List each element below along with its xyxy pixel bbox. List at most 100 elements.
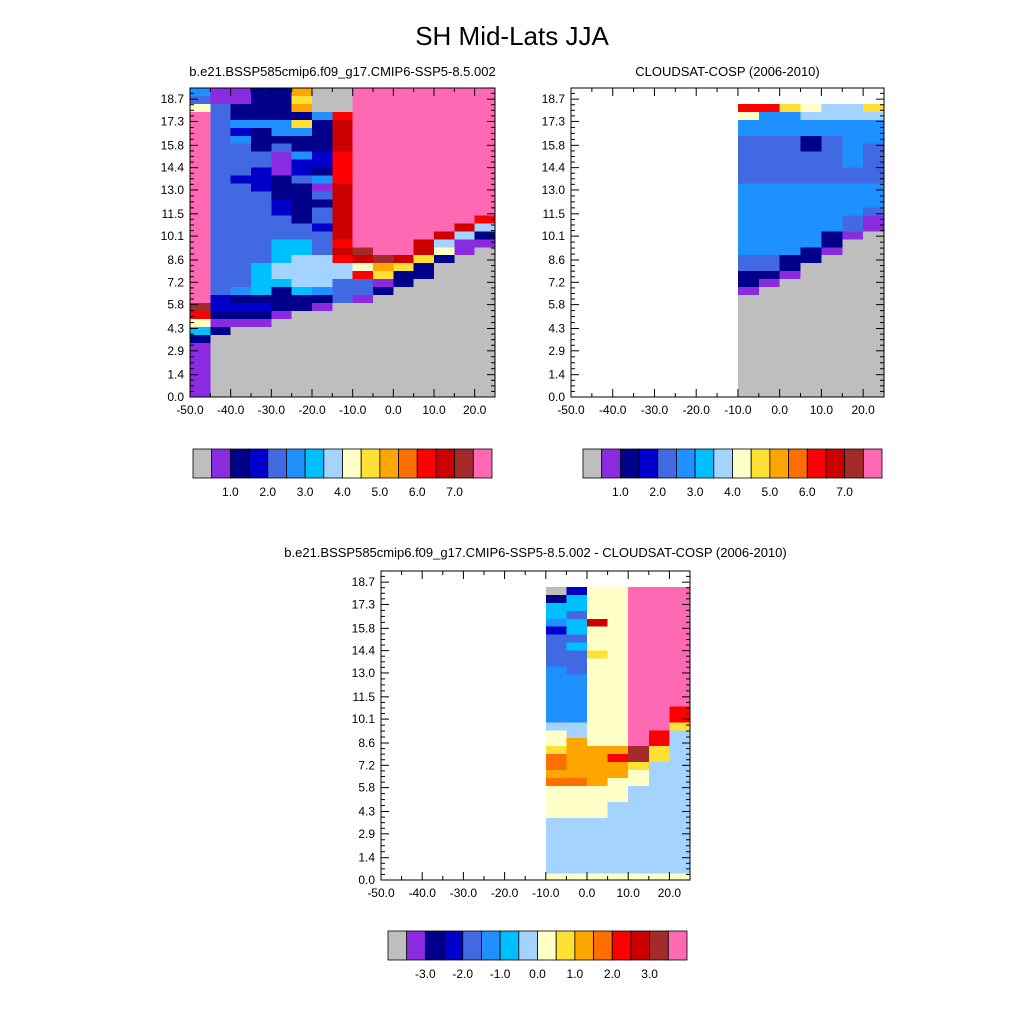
heatmap-cell bbox=[190, 151, 211, 161]
heatmap-cell bbox=[434, 151, 455, 161]
heatmap-cell bbox=[332, 223, 354, 232]
heatmap-cell bbox=[230, 119, 252, 129]
heatmap-cell bbox=[434, 199, 455, 208]
heatmap-cell bbox=[607, 801, 629, 811]
heatmap-cell bbox=[413, 310, 435, 320]
heatmap-cell bbox=[587, 841, 608, 851]
heatmap-cell bbox=[863, 151, 885, 161]
y-tick-label: 15.8 bbox=[352, 621, 376, 635]
heatmap-cell bbox=[587, 770, 608, 779]
heatmap-cell bbox=[312, 223, 333, 232]
heatmap-cell bbox=[413, 342, 435, 352]
heatmap-cell bbox=[373, 119, 394, 129]
heatmap-cell bbox=[271, 263, 293, 272]
heatmap-cell bbox=[607, 786, 629, 795]
heatmap-cell bbox=[842, 127, 864, 137]
heatmap-cell bbox=[863, 119, 885, 129]
heatmap-cell bbox=[669, 857, 691, 867]
heatmap-cell bbox=[210, 279, 232, 288]
heatmap-cell bbox=[251, 295, 272, 304]
heatmap-cell bbox=[332, 295, 354, 304]
colorbar-swatch bbox=[454, 448, 474, 479]
colorbar-swatch bbox=[424, 930, 445, 961]
heatmap-cell bbox=[454, 295, 476, 304]
heatmap-cell bbox=[393, 127, 415, 137]
heatmap-cell bbox=[474, 103, 496, 113]
heatmap-cell bbox=[545, 849, 567, 859]
y-tick-label: 7.2 bbox=[358, 758, 375, 772]
heatmap-cell bbox=[779, 342, 801, 352]
heatmap-cell bbox=[566, 809, 588, 819]
y-tick-label: 2.9 bbox=[167, 344, 184, 358]
heatmap-cell bbox=[230, 295, 252, 304]
heatmap-cell bbox=[737, 279, 760, 288]
heatmap-cell bbox=[393, 223, 415, 232]
heatmap-cell bbox=[190, 247, 211, 256]
heatmap-cell bbox=[454, 143, 476, 153]
heatmap-cell bbox=[190, 119, 211, 129]
heatmap-cell bbox=[628, 762, 650, 771]
heatmap-cell bbox=[434, 231, 455, 240]
heatmap-cell bbox=[474, 199, 496, 208]
heatmap-cell bbox=[291, 135, 313, 145]
heatmap-cell bbox=[545, 618, 567, 628]
heatmap-cell bbox=[454, 127, 476, 137]
heatmap-cell bbox=[352, 223, 374, 232]
heatmap-cell bbox=[230, 326, 252, 336]
heatmap-cell bbox=[474, 135, 496, 145]
heatmap-cell bbox=[251, 151, 272, 161]
heatmap-cell bbox=[352, 263, 374, 272]
heatmap-cell bbox=[863, 390, 885, 398]
heatmap-cell bbox=[821, 183, 843, 192]
heatmap-cell bbox=[413, 358, 435, 368]
heatmap-cell bbox=[669, 674, 691, 683]
heatmap-cell bbox=[821, 231, 843, 240]
y-tick-label: 13.0 bbox=[161, 183, 185, 197]
heatmap-cell bbox=[474, 318, 496, 328]
heatmap-cell bbox=[607, 730, 629, 739]
heatmap-cell bbox=[566, 690, 588, 699]
heatmap-cell bbox=[393, 247, 415, 256]
heatmap-cell bbox=[842, 374, 864, 384]
heatmap-cell bbox=[566, 786, 588, 795]
heatmap-cell bbox=[628, 618, 650, 628]
heatmap-cell bbox=[545, 778, 567, 787]
heatmap-cell bbox=[842, 326, 864, 336]
heatmap-cell bbox=[587, 825, 608, 835]
heatmap-cell bbox=[587, 857, 608, 867]
heatmap-cell bbox=[352, 88, 374, 97]
heatmap-cell bbox=[454, 207, 476, 216]
colorbar-swatch bbox=[844, 448, 864, 479]
heatmap-cell bbox=[352, 279, 374, 288]
heatmap-cell bbox=[332, 135, 354, 145]
heatmap-cell bbox=[758, 103, 781, 113]
heatmap-cell bbox=[821, 103, 843, 113]
heatmap-cell bbox=[210, 95, 232, 105]
heatmap-cell bbox=[628, 841, 650, 851]
heatmap-cell bbox=[758, 135, 781, 145]
heatmap-cell bbox=[312, 271, 333, 280]
heatmap-cell bbox=[454, 111, 476, 121]
heatmap-cell bbox=[312, 374, 333, 384]
heatmap-cell bbox=[648, 857, 670, 867]
y-tick-label: 7.2 bbox=[167, 275, 184, 289]
heatmap-cell bbox=[607, 594, 629, 604]
colorbar-label: 2.0 bbox=[604, 967, 621, 981]
heatmap-cell bbox=[312, 111, 333, 121]
heatmap-cell bbox=[190, 287, 211, 296]
heatmap-cell bbox=[607, 634, 629, 644]
heatmap-cell bbox=[373, 175, 394, 184]
heatmap-cell bbox=[434, 175, 455, 184]
heatmap-cell bbox=[863, 310, 885, 320]
heatmap-cell bbox=[393, 287, 415, 296]
heatmap-cell bbox=[648, 690, 670, 699]
heatmap-cell bbox=[413, 111, 435, 121]
y-tick-label: 13.0 bbox=[352, 666, 376, 680]
heatmap-cell bbox=[352, 151, 374, 161]
heatmap-cell bbox=[312, 207, 333, 216]
heatmap-cell bbox=[393, 215, 415, 224]
heatmap-cell bbox=[474, 88, 496, 97]
heatmap-cell bbox=[607, 690, 629, 699]
heatmap-cell bbox=[373, 350, 394, 360]
heatmap-cell bbox=[566, 618, 588, 628]
